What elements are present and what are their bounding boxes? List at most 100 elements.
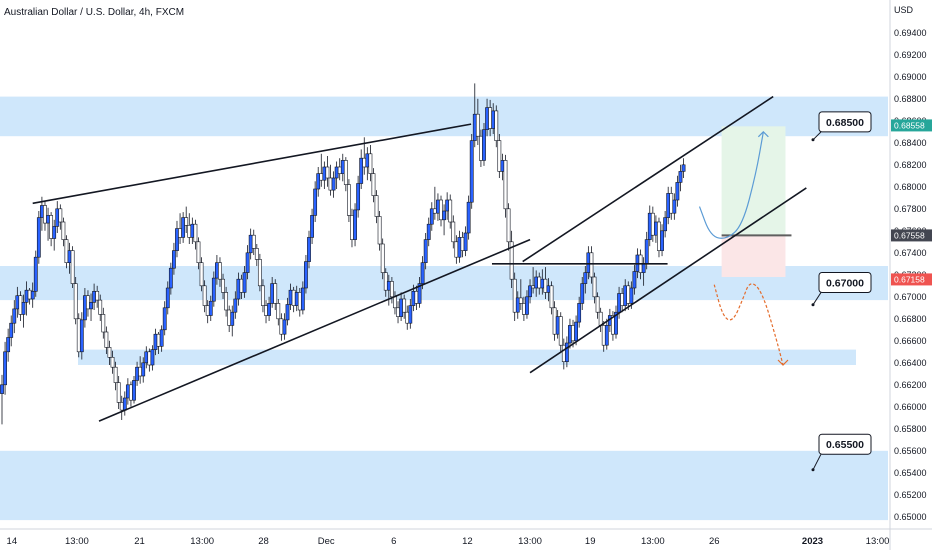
candle-body <box>555 316 560 335</box>
candle <box>577 296 582 328</box>
candle-body <box>660 230 664 251</box>
candle-body <box>469 140 474 203</box>
candle-body <box>402 298 407 313</box>
long-position-tool[interactable] <box>721 126 792 277</box>
callout-box[interactable] <box>818 433 872 455</box>
candle <box>663 211 668 238</box>
candle-body <box>147 351 152 366</box>
candle <box>282 313 287 340</box>
candle <box>254 244 259 266</box>
candle-body <box>107 347 112 358</box>
candle <box>9 315 14 347</box>
candle-body <box>500 160 505 172</box>
price-callouts[interactable]: 0.68500 0.67000 0.65500 <box>811 111 872 472</box>
candle <box>580 277 585 310</box>
candle-body <box>592 276 597 298</box>
candle-body <box>657 221 661 251</box>
trendlines[interactable] <box>32 95 807 422</box>
time-tick-label: 13:00 <box>641 536 665 547</box>
stop-zone[interactable] <box>721 235 786 277</box>
candle-body <box>617 293 621 313</box>
price-callout[interactable]: 0.68500 <box>811 111 872 142</box>
candle <box>196 237 201 270</box>
candle <box>331 171 336 198</box>
candle-body <box>242 272 247 293</box>
candle-body <box>33 256 38 292</box>
candle <box>497 134 502 178</box>
candle <box>660 224 664 257</box>
candle <box>466 195 471 240</box>
candle-body <box>350 215 354 240</box>
candle-body <box>221 278 225 293</box>
candle-body <box>340 160 345 174</box>
candle-body <box>144 351 149 364</box>
trendline-2[interactable] <box>98 238 531 422</box>
candle-body <box>371 173 376 196</box>
candle <box>574 315 578 346</box>
candle-body <box>479 135 483 161</box>
callout-label: 0.67000 <box>826 278 864 290</box>
candle-body <box>654 221 658 236</box>
price-tick-label: 0.69200 <box>894 50 927 60</box>
candle <box>310 208 314 244</box>
candle-body <box>641 263 646 273</box>
candle-body <box>276 303 281 320</box>
candle-body <box>506 208 511 243</box>
candle-body <box>181 217 186 238</box>
candle-body <box>426 223 431 240</box>
candle <box>104 326 109 354</box>
candle-body <box>574 321 578 342</box>
candle-body <box>55 208 60 227</box>
candle-body <box>300 287 305 311</box>
time-tick-label: 28 <box>258 536 269 547</box>
time-axis[interactable]: 14 13:00 21 13:00 28 Dec 6 12 13:00 19 13:00 26 2023… <box>7 536 932 547</box>
candle <box>267 296 271 321</box>
candle-body <box>393 296 397 309</box>
candle-body <box>15 295 20 310</box>
price-axis[interactable]: 0.694000.692000.690000.688000.686000.684… <box>894 28 927 522</box>
candle-body <box>310 215 314 238</box>
candle-body <box>436 199 440 214</box>
time-tick-label: 19 <box>585 536 596 547</box>
candle <box>528 279 532 304</box>
candle-body <box>365 153 370 168</box>
candle-body <box>488 107 493 129</box>
candle-body <box>604 325 609 346</box>
candle <box>347 179 351 222</box>
candle <box>273 279 278 310</box>
callout-box[interactable] <box>818 272 872 293</box>
candle-body <box>165 287 170 309</box>
candle <box>343 157 348 192</box>
candle-body <box>368 153 373 174</box>
trendline-3[interactable] <box>522 95 774 263</box>
candle <box>307 230 311 269</box>
candle-body <box>521 303 526 315</box>
time-tick-label: 14 <box>7 536 18 547</box>
candle-body <box>374 195 379 217</box>
candle-body <box>650 212 655 236</box>
candle <box>678 164 683 192</box>
trendline-1[interactable] <box>32 123 472 205</box>
callout-tip <box>811 468 815 472</box>
candle-body <box>482 129 486 161</box>
candle <box>141 357 146 383</box>
candle-body <box>389 281 394 298</box>
candle-body <box>528 285 532 298</box>
price-tick-label: 0.66400 <box>894 358 927 368</box>
price-callout[interactable]: 0.67000 <box>811 272 872 307</box>
callout-box[interactable] <box>818 111 872 133</box>
candle-body <box>135 366 139 381</box>
candle <box>549 281 554 315</box>
price-callout[interactable]: 0.65500 <box>811 433 872 472</box>
candle-body <box>463 232 468 251</box>
candle-body <box>620 293 625 306</box>
price-tick-label: 0.67000 <box>894 292 927 302</box>
candle-body <box>70 250 75 284</box>
candle-body <box>359 157 364 184</box>
currency-label: USD <box>894 5 914 15</box>
candle <box>162 301 167 336</box>
candle <box>589 246 594 284</box>
price-badge: 0.67158 <box>891 273 932 286</box>
trendline-4[interactable] <box>529 187 807 374</box>
